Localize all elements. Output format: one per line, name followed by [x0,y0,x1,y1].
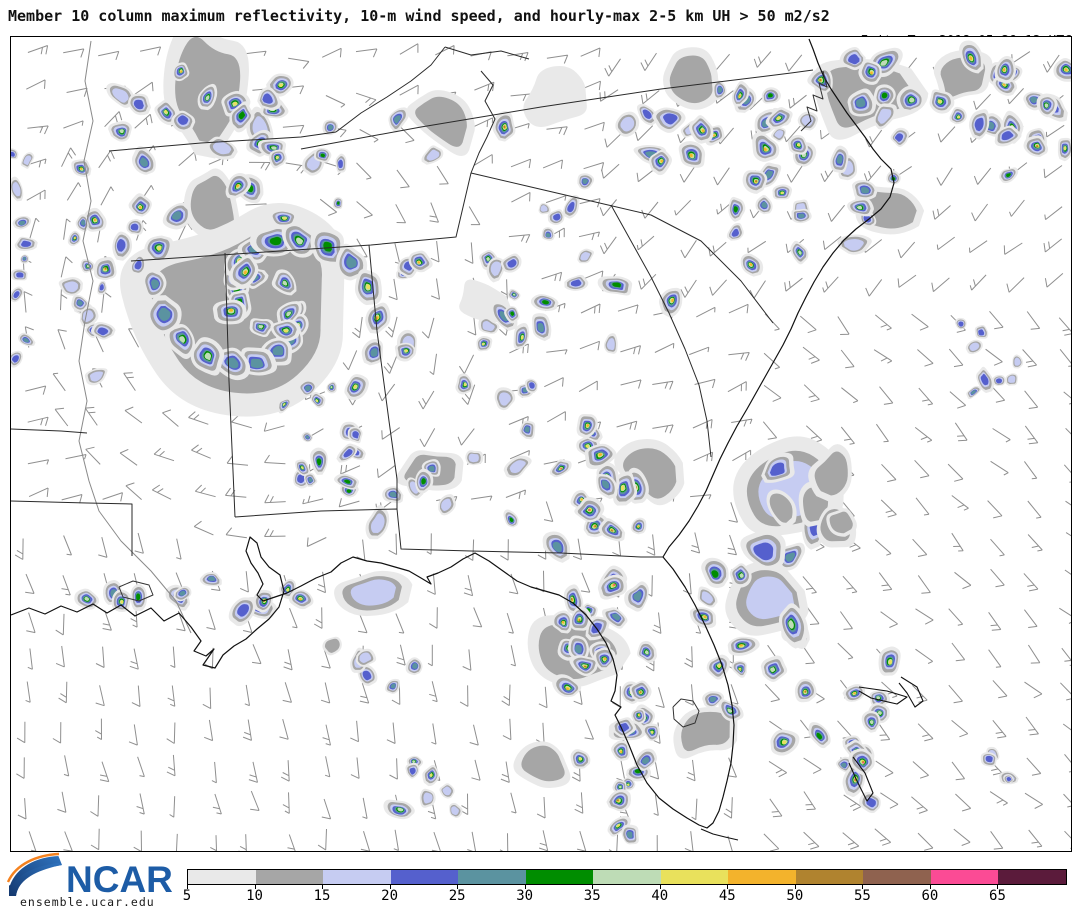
colorbar-segment [323,870,391,884]
colorbar-tick-label: 65 [989,888,1006,904]
colorbar-segment [525,870,594,884]
reflectivity-colorbar [187,869,1067,885]
colorbar-tick [322,885,324,889]
ncar-logo: NCAR [6,852,173,900]
weather-map [11,37,1071,851]
colorbar-segment [795,870,864,884]
colorbar-tick [592,885,594,889]
colorbar-tick-label: 30 [516,888,534,904]
colorbar-tick-label: 15 [313,888,331,904]
colorbar-tick-label: 35 [583,888,601,904]
colorbar-segment [863,870,931,884]
colorbar-segment [593,870,661,884]
colorbar-tick [862,885,864,889]
colorbar-segment [998,870,1066,884]
colorbar-tick [997,885,999,889]
map-frame [10,36,1072,852]
colorbar-tick [727,885,729,889]
colorbar-segment [458,870,526,884]
colorbar-tick-label: 50 [786,888,804,904]
colorbar-segment [930,870,999,884]
colorbar-tick [389,885,391,889]
colorbar-tick [794,885,796,889]
colorbar-tick-label: 25 [448,888,466,904]
ncar-logo-arc-orange [6,852,60,883]
colorbar-segment [255,870,324,884]
plot-title: Member 10 column maximum reflectivity, 1… [8,7,830,25]
colorbar-tick-label: 40 [651,888,669,904]
colorbar-tick [187,885,188,889]
ncar-logo-text: NCAR [66,859,173,900]
colorbar-segment [390,870,459,884]
colorbar-tick-label: 60 [921,888,939,904]
colorbar-tick-label: 55 [853,888,871,904]
site-url: ensemble.ucar.edu [20,895,155,909]
colorbar-tick-label: 45 [718,888,736,904]
colorbar-segment [728,870,796,884]
colorbar-tick [524,885,526,889]
colorbar-segment [188,870,256,884]
colorbar-tick [457,885,459,889]
colorbar-tick-label: 5 [182,888,192,904]
colorbar-tick-label: 10 [246,888,263,904]
colorbar-segment [660,870,729,884]
colorbar-tick-label: 20 [381,888,399,904]
colorbar-tick [254,885,256,889]
ncar-logo-swoosh-body [9,863,62,896]
colorbar-tick [659,885,661,889]
colorbar-tick [929,885,931,889]
